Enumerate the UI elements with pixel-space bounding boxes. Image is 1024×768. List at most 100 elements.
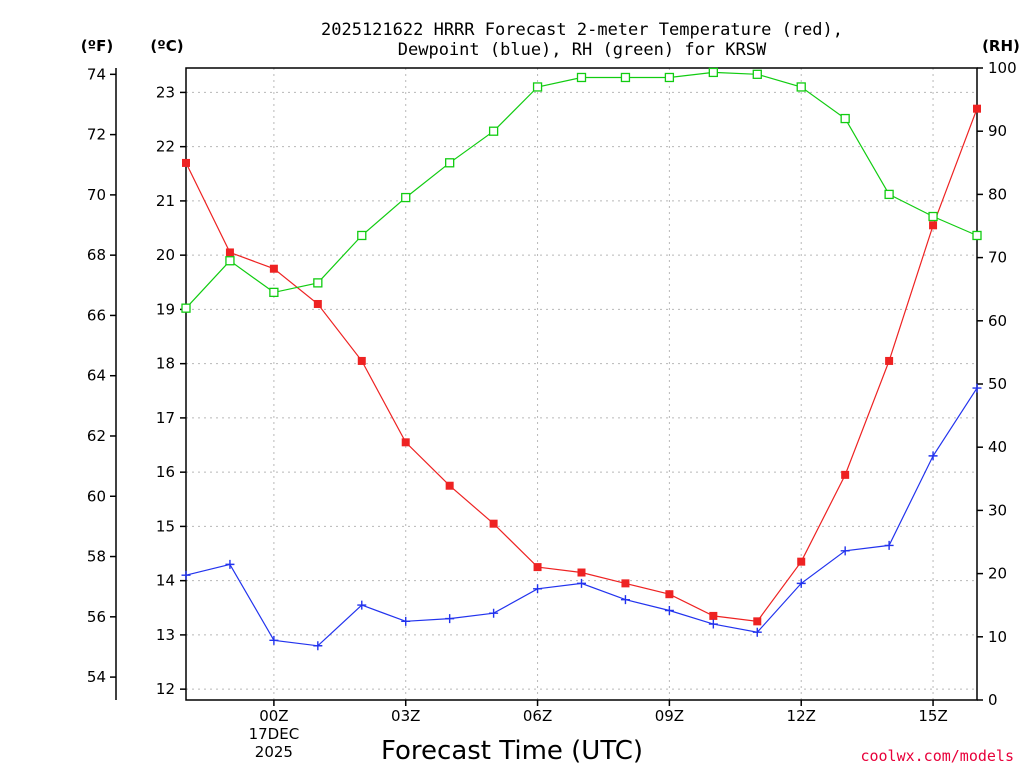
celsius-tick-label: 21 bbox=[156, 192, 175, 210]
dewpoint-point bbox=[489, 608, 499, 618]
dewpoint-point bbox=[401, 616, 411, 626]
x-tick-label: 12Z bbox=[787, 707, 816, 725]
rh-tick-label: 80 bbox=[988, 185, 1007, 203]
dewpoint-point bbox=[796, 578, 806, 588]
celsius-tick-label: 12 bbox=[156, 680, 175, 698]
temperature-point bbox=[709, 611, 718, 620]
rh-point bbox=[357, 230, 367, 241]
rh-tick-label: 0 bbox=[988, 691, 998, 709]
temperature-point bbox=[357, 356, 366, 365]
rh-line bbox=[185, 71, 978, 309]
temperature-point bbox=[621, 579, 630, 588]
temperature-point bbox=[269, 264, 278, 273]
rh-tick-label: 100 bbox=[988, 59, 1017, 77]
rh-tick-label: 30 bbox=[988, 501, 1007, 519]
rh-tick-label: 50 bbox=[988, 375, 1007, 393]
dewpoint-point bbox=[357, 600, 367, 610]
x-axis-label: Forecast Time (UTC) bbox=[381, 736, 643, 766]
fahrenheit-unit-label: (ºF) bbox=[81, 37, 113, 55]
temperature-point bbox=[665, 590, 674, 599]
rh-point bbox=[401, 192, 411, 203]
celsius-tick-label: 13 bbox=[156, 626, 175, 644]
grid bbox=[186, 68, 977, 700]
chart-title-line-2: Dewpoint (blue), RH (green) for KRSW bbox=[398, 40, 767, 60]
series bbox=[181, 67, 982, 651]
dewpoint-point bbox=[664, 605, 674, 615]
fahrenheit-tick-label: 72 bbox=[87, 126, 106, 144]
dewpoint-point bbox=[181, 570, 191, 580]
celsius-tick-label: 16 bbox=[156, 463, 175, 481]
temperature-point bbox=[797, 557, 806, 566]
dewpoint-point bbox=[752, 627, 762, 637]
axes: 54 56 58 60 62 64 66 68 70 72 74 12 13 14 15 16 17 18 19 20… bbox=[87, 59, 1017, 761]
temperature-point bbox=[929, 221, 938, 230]
dewpoint-point bbox=[928, 451, 938, 461]
temperature-point bbox=[753, 617, 762, 626]
temperature-point bbox=[885, 356, 894, 365]
dewpoint-point bbox=[708, 619, 718, 629]
temperature-point bbox=[401, 438, 410, 447]
fahrenheit-tick-label: 68 bbox=[87, 246, 106, 264]
rh-point bbox=[840, 113, 850, 124]
rh-point bbox=[532, 82, 543, 92]
rh-tick-label: 20 bbox=[988, 565, 1007, 583]
temperature-point bbox=[225, 248, 234, 257]
fahrenheit-tick-label: 56 bbox=[87, 608, 106, 626]
rh-point bbox=[664, 72, 675, 83]
x-tick-label: 09Z bbox=[655, 707, 684, 725]
celsius-tick-label: 15 bbox=[156, 517, 175, 535]
rh-tick-label: 70 bbox=[988, 249, 1007, 267]
rh-tick-label: 90 bbox=[988, 122, 1007, 140]
rh-point bbox=[708, 67, 718, 78]
dewpoint-line bbox=[185, 387, 978, 647]
temperature-point bbox=[841, 470, 850, 479]
fahrenheit-tick-label: 74 bbox=[87, 65, 106, 83]
celsius-tick-label: 20 bbox=[156, 246, 175, 264]
rh-point bbox=[225, 256, 235, 266]
rh-point bbox=[620, 72, 631, 83]
celsius-tick-label: 22 bbox=[156, 138, 175, 156]
fahrenheit-tick-label: 66 bbox=[87, 306, 106, 324]
temperature-line bbox=[185, 108, 978, 622]
dewpoint-point bbox=[972, 383, 982, 393]
fahrenheit-tick-label: 60 bbox=[87, 487, 106, 505]
temperature-point bbox=[489, 519, 498, 528]
temperature-point bbox=[577, 568, 586, 577]
dewpoint-point bbox=[225, 559, 235, 569]
celsius-tick-label: 19 bbox=[156, 300, 175, 318]
dewpoint-point bbox=[445, 614, 455, 624]
credit-text: coolwx.com/models bbox=[860, 747, 1014, 765]
rh-point bbox=[445, 158, 455, 168]
rh-point bbox=[796, 82, 806, 92]
rh-point bbox=[928, 211, 938, 222]
celsius-tick-label: 18 bbox=[156, 355, 175, 373]
rh-unit-label: (RH) bbox=[982, 37, 1020, 55]
dewpoint-point bbox=[840, 546, 850, 556]
fahrenheit-tick-label: 64 bbox=[87, 367, 106, 385]
dewpoint-point bbox=[620, 595, 630, 605]
rh-point bbox=[752, 69, 762, 79]
x-tick-label: 17DEC bbox=[249, 725, 300, 743]
chart-title-line-1: 2025121622 HRRR Forecast 2-meter Tempera… bbox=[321, 20, 843, 40]
rh-tick-label: 10 bbox=[988, 628, 1007, 646]
rh-tick-label: 60 bbox=[988, 312, 1007, 330]
temperature-point bbox=[445, 481, 454, 490]
temperature-point bbox=[973, 104, 981, 113]
celsius-tick-label: 14 bbox=[156, 572, 175, 590]
temperature-point bbox=[182, 158, 190, 167]
x-tick-label: 06Z bbox=[523, 707, 552, 725]
rh-point bbox=[884, 189, 894, 200]
temperature-point bbox=[533, 563, 542, 572]
dewpoint-point bbox=[313, 641, 323, 651]
fahrenheit-tick-label: 62 bbox=[87, 427, 106, 445]
x-tick-label: 2025 bbox=[255, 743, 293, 761]
temperature-point bbox=[313, 299, 322, 308]
rh-point bbox=[576, 72, 587, 83]
celsius-tick-label: 23 bbox=[156, 83, 175, 101]
dewpoint-point bbox=[533, 584, 543, 594]
celsius-unit-label: (ºC) bbox=[150, 37, 183, 55]
rh-point bbox=[313, 278, 323, 288]
rh-point bbox=[181, 303, 191, 313]
rh-point bbox=[488, 126, 499, 136]
